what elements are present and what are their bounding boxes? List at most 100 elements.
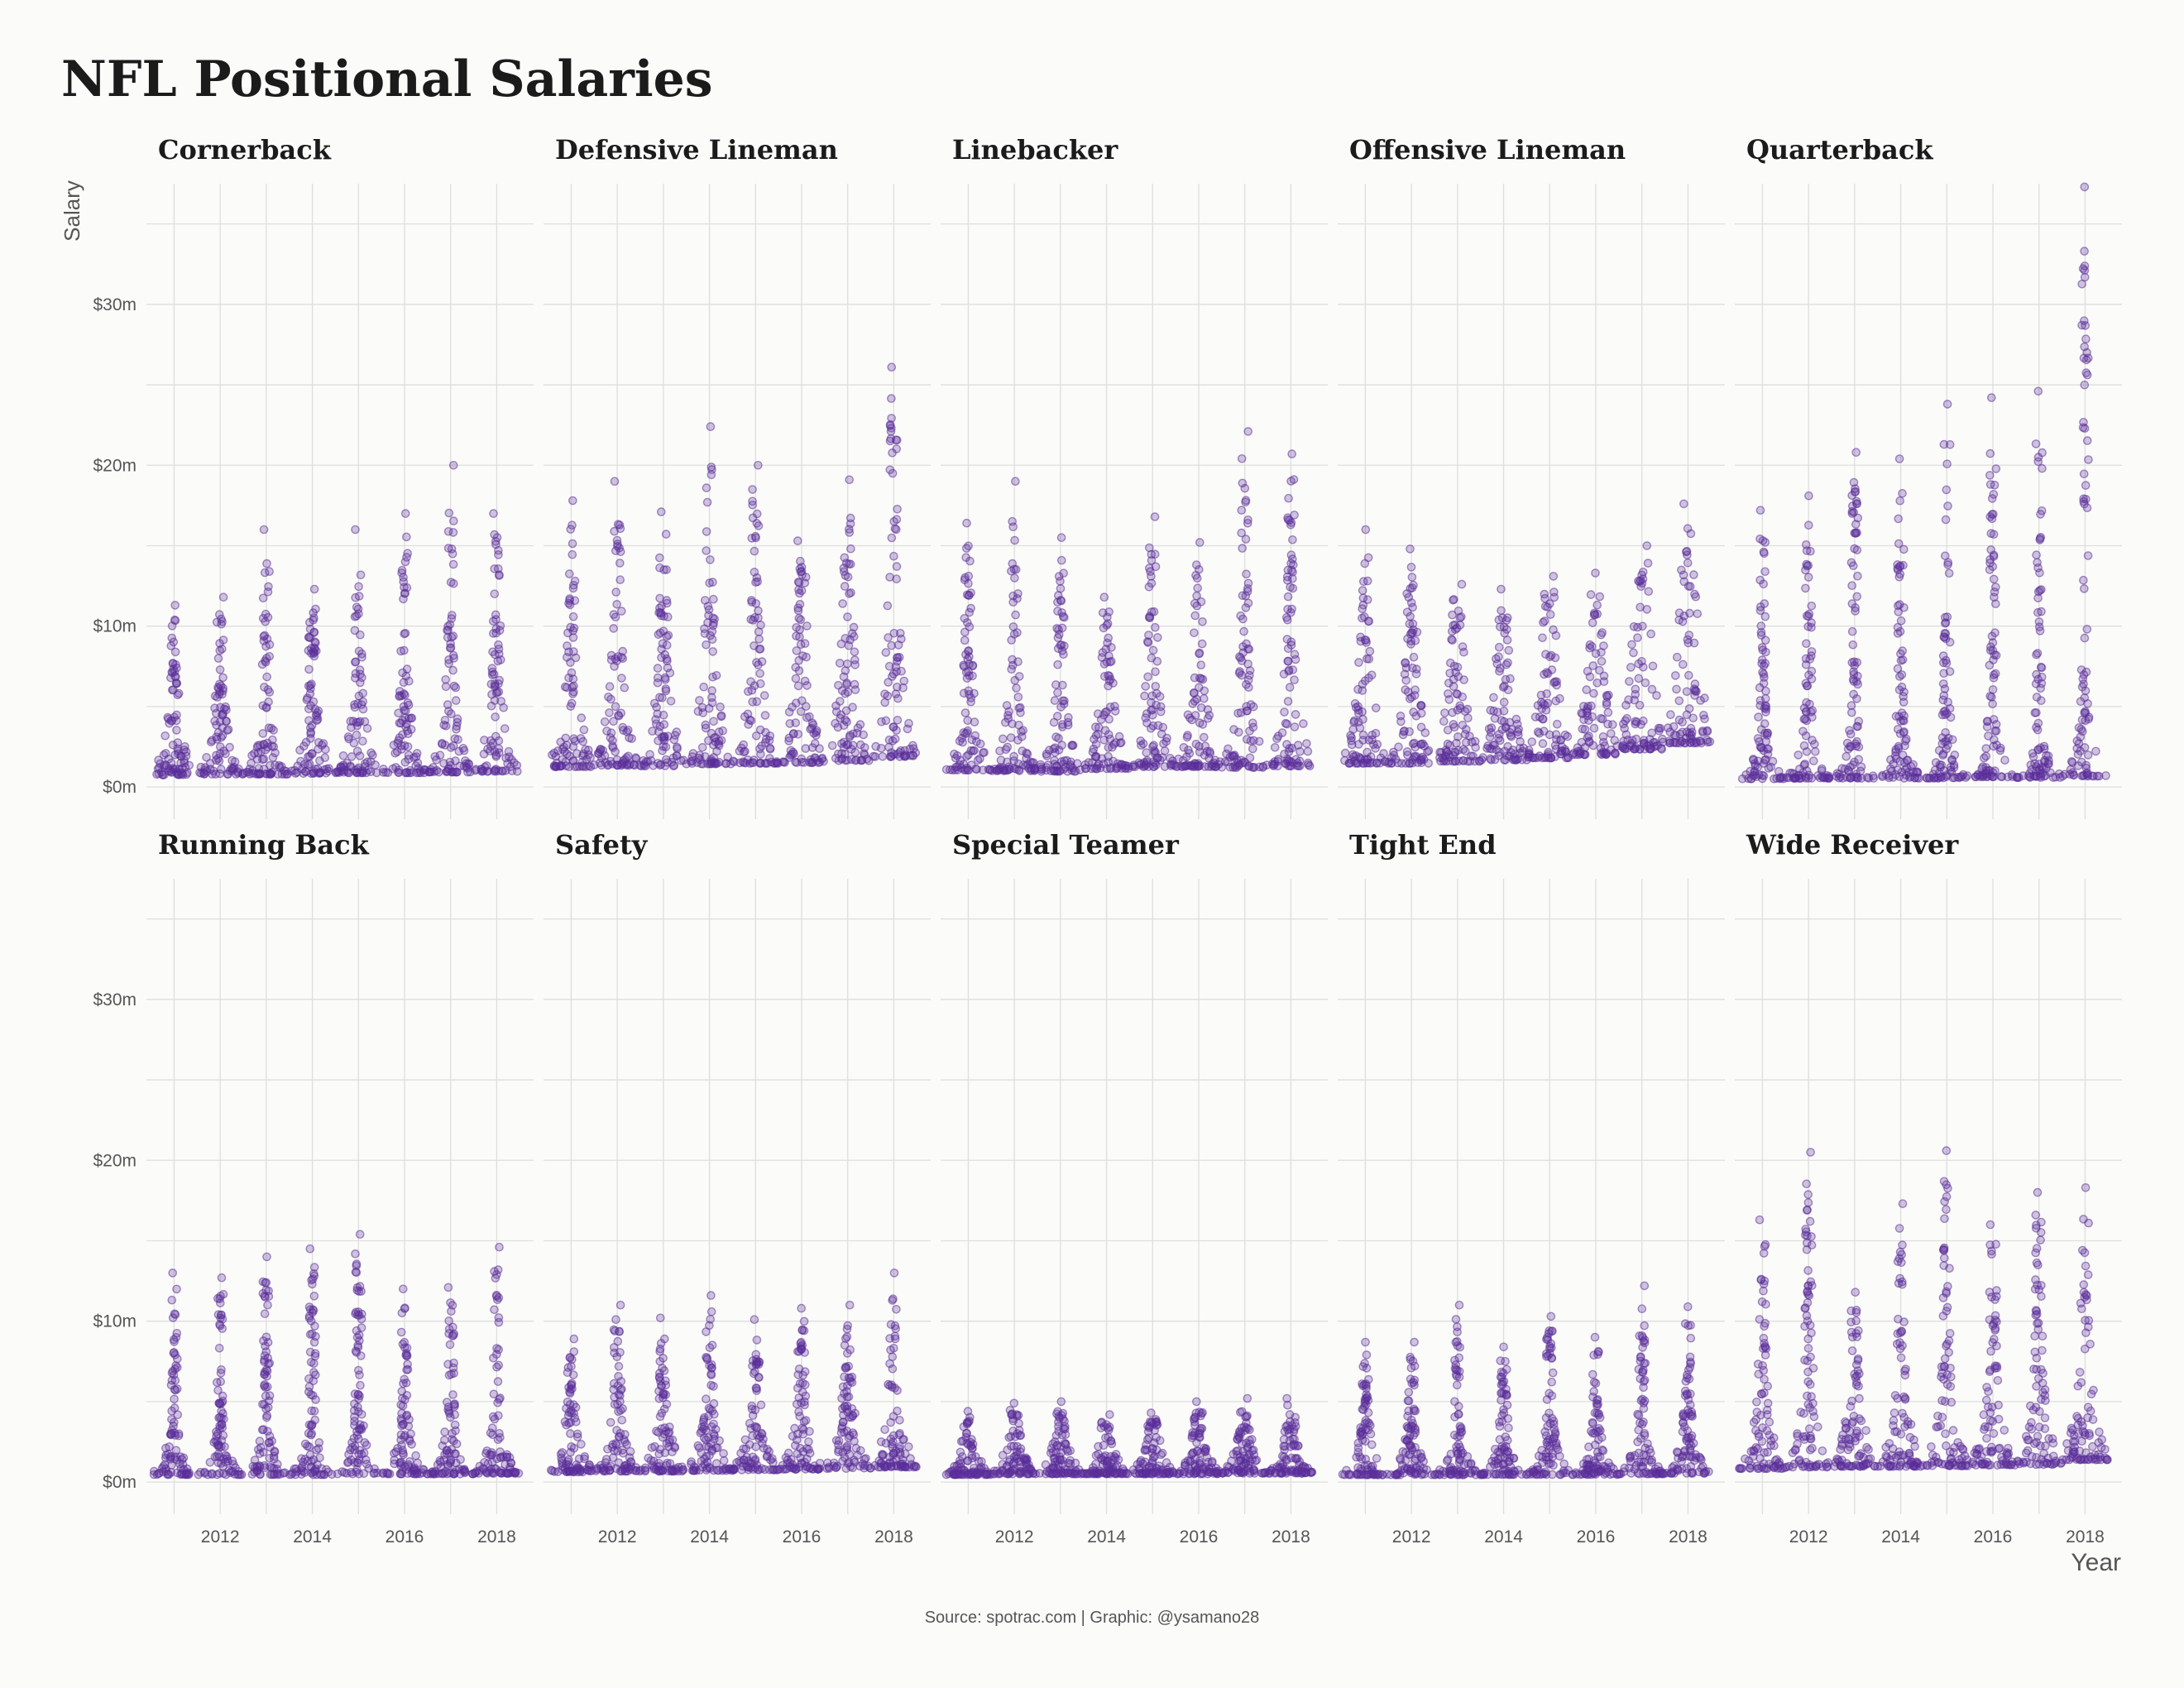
data-point <box>446 743 456 752</box>
data-point <box>1237 528 1246 538</box>
data-point <box>2082 625 2092 634</box>
data-point <box>1238 614 1248 624</box>
data-point <box>1241 497 1250 507</box>
data-point <box>307 1406 317 1416</box>
data-point <box>893 683 902 692</box>
data-point <box>661 1380 671 1390</box>
data-point <box>787 750 797 759</box>
data-point <box>1293 759 1302 768</box>
data-point <box>396 646 405 656</box>
data-point <box>748 485 757 494</box>
data-point <box>1943 501 1952 511</box>
data-point <box>673 744 682 754</box>
data-point <box>656 1339 666 1348</box>
data-point <box>257 755 267 765</box>
data-point <box>491 712 500 722</box>
data-point <box>1941 629 1951 639</box>
data-point <box>751 578 760 587</box>
data-point <box>166 641 176 650</box>
data-point <box>1003 714 1013 723</box>
data-point <box>580 1454 589 1464</box>
data-point <box>2035 626 2045 635</box>
data-point <box>960 708 970 717</box>
data-point <box>1694 736 1704 746</box>
data-point <box>701 596 710 605</box>
data-point <box>1679 659 1688 669</box>
data-point <box>617 1415 627 1425</box>
data-point <box>609 717 618 727</box>
data-point <box>1406 544 1415 554</box>
data-point <box>614 1372 623 1381</box>
data-point <box>1273 755 1283 764</box>
data-point <box>309 651 319 661</box>
data-point <box>568 612 578 621</box>
data-point <box>1012 683 1021 693</box>
data-point <box>1009 751 1018 761</box>
data-point <box>791 718 801 727</box>
data-point <box>1487 723 1497 732</box>
data-point <box>1151 667 1160 677</box>
data-point <box>1458 721 1468 730</box>
data-point <box>841 634 850 643</box>
data-point <box>248 766 257 775</box>
data-point <box>1148 645 1158 655</box>
data-point <box>1408 663 1417 673</box>
data-point <box>1107 643 1116 652</box>
data-point <box>1942 400 1952 409</box>
data-point <box>2033 649 2043 658</box>
data-point <box>1365 646 1375 656</box>
data-point <box>614 1362 624 1371</box>
data-point <box>1454 732 1463 741</box>
data-point <box>546 1465 556 1475</box>
data-point <box>310 1370 320 1379</box>
data-point <box>568 1355 577 1364</box>
data-point <box>1217 763 1227 772</box>
data-point <box>1356 632 1365 642</box>
data-point <box>888 736 898 746</box>
data-point <box>617 674 626 683</box>
data-point <box>1807 647 1817 656</box>
data-point <box>411 761 421 770</box>
data-point <box>652 719 661 729</box>
data-point <box>362 724 372 733</box>
data-point <box>1904 773 1914 782</box>
data-point <box>172 726 181 735</box>
data-point <box>447 709 456 719</box>
data-point <box>613 520 623 530</box>
data-point <box>615 547 625 557</box>
data-point <box>2031 439 2041 448</box>
data-point <box>1946 762 1956 772</box>
data-point <box>707 1364 716 1373</box>
data-point <box>1895 496 1904 506</box>
data-point <box>1205 754 1214 763</box>
data-point <box>702 1441 711 1451</box>
data-point <box>1626 663 1636 672</box>
data-point <box>602 727 611 736</box>
data-point <box>750 568 759 577</box>
data-point <box>802 1454 812 1464</box>
data-point <box>596 745 606 755</box>
data-point <box>1198 617 1207 626</box>
data-point <box>443 1283 453 1292</box>
data-point <box>2074 739 2084 748</box>
data-point <box>304 645 314 655</box>
data-point <box>1143 672 1152 682</box>
data-point <box>1592 600 1602 610</box>
data-point <box>446 639 455 649</box>
data-point <box>1603 707 1613 717</box>
data-point <box>462 764 472 773</box>
data-point <box>500 724 510 733</box>
data-point <box>793 681 803 691</box>
data-point <box>892 726 901 735</box>
data-point <box>802 712 812 722</box>
data-point <box>1621 701 1631 710</box>
data-point <box>496 1447 505 1456</box>
data-point <box>172 1329 182 1338</box>
data-point <box>1057 555 1066 565</box>
data-point <box>401 532 411 542</box>
data-point <box>747 596 756 605</box>
data-point <box>1637 578 1647 588</box>
data-point <box>2034 760 2043 769</box>
data-point <box>1053 766 1062 776</box>
y-tick-label: $0m <box>103 1473 136 1492</box>
